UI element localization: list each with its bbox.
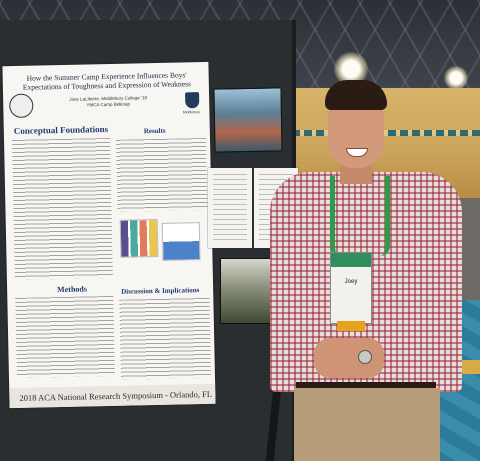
college-seal [9, 93, 34, 119]
poster-authors: Joey LaLiberte, Middlebury College '18 Y… [43, 95, 173, 109]
badge-name: Joey [344, 279, 358, 285]
section-discussion: Discussion & Implications [121, 286, 200, 296]
badge-ribbon [337, 321, 365, 331]
discussion-text [119, 297, 212, 380]
research-poster: How the Summer Camp Experience Influence… [2, 61, 216, 409]
handout-sheet [208, 168, 252, 248]
poster-title: How the Summer Camp Experience Influence… [22, 70, 192, 92]
clasped-hands [314, 338, 384, 378]
presenter: Joey [270, 76, 470, 461]
shield-logo-icon [185, 92, 200, 109]
khaki-pants [294, 388, 440, 461]
belt [296, 382, 436, 390]
stacked-bar-figure [119, 218, 159, 258]
bar-figure [161, 222, 201, 261]
group-photo [220, 258, 278, 324]
lanyard [330, 176, 390, 256]
hair [325, 80, 387, 110]
results-text [116, 137, 208, 212]
conceptual-text [11, 137, 113, 280]
methods-text [15, 295, 115, 378]
section-methods: Methods [57, 284, 88, 295]
symposium-footer: 2018 ACA National Research Symposium - O… [19, 388, 213, 403]
institution-label: Middlebury [182, 110, 201, 115]
ceiling-light [444, 66, 468, 90]
name-badge: Joey [330, 252, 372, 331]
watch-icon [358, 350, 372, 364]
section-results: Results [143, 126, 166, 136]
section-conceptual: Conceptual Foundations [13, 123, 109, 136]
